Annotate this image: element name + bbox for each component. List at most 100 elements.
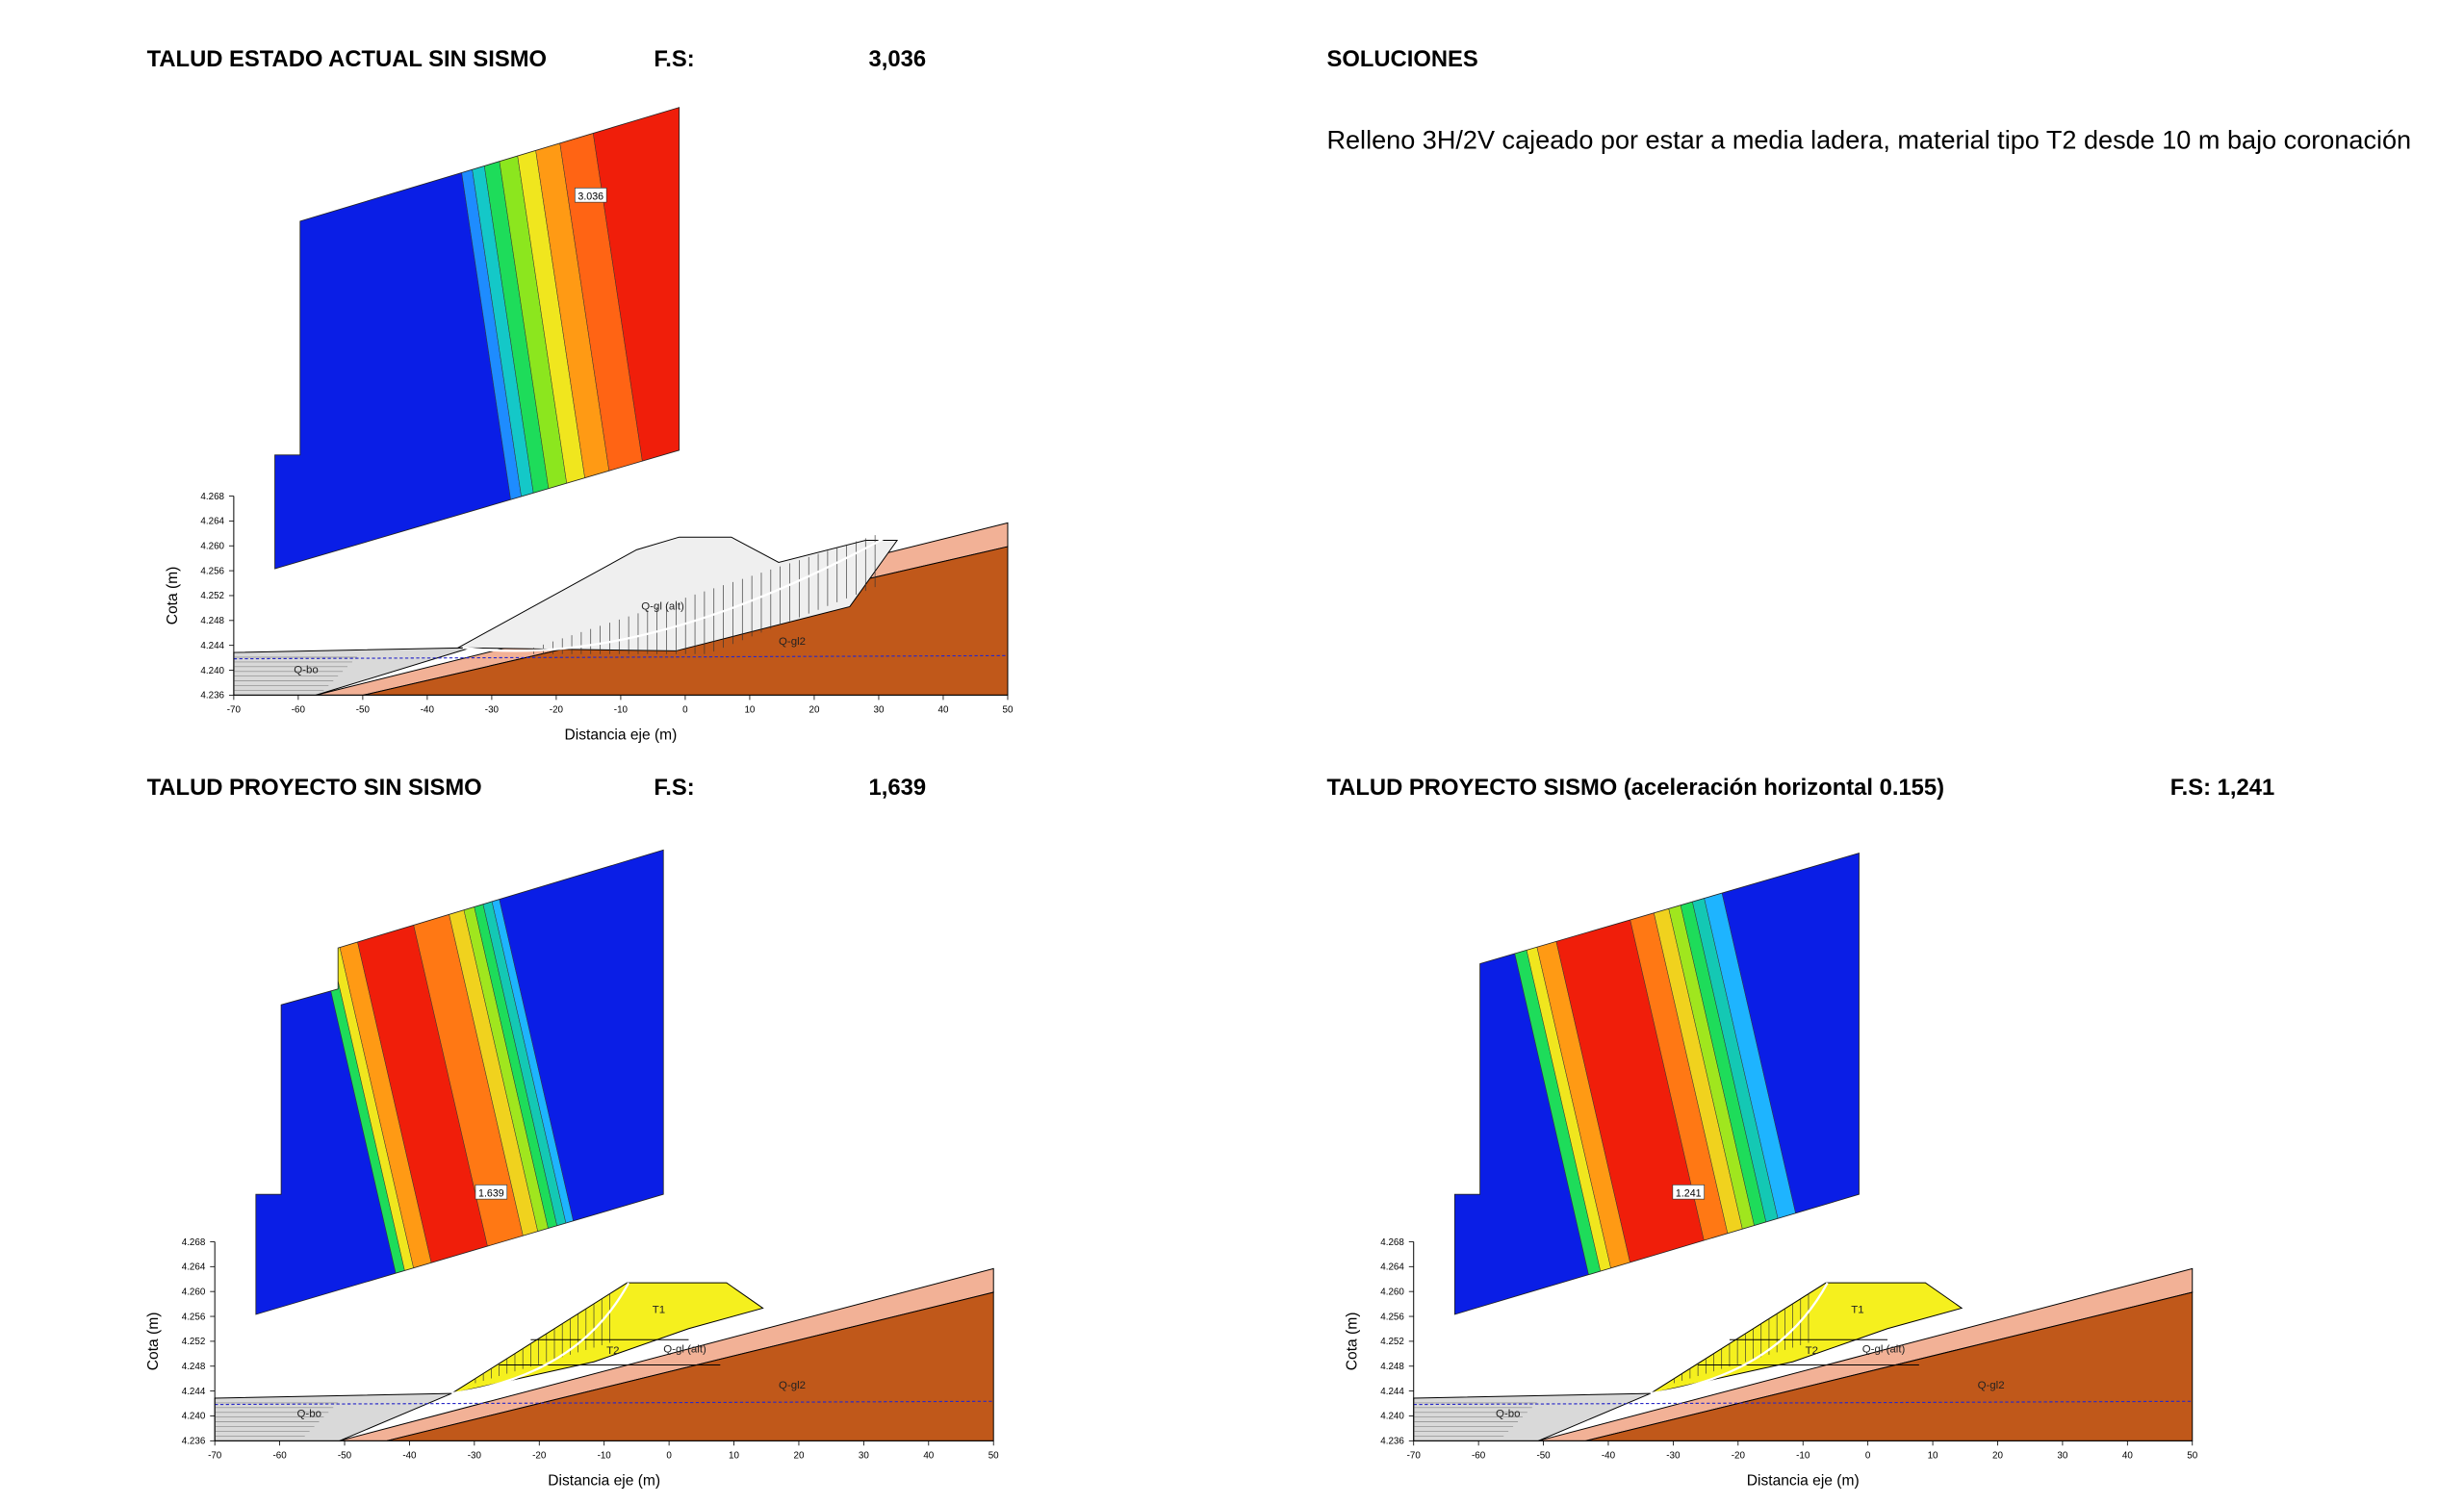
contour-plot	[255, 850, 664, 1314]
embankment	[1650, 1282, 1964, 1394]
slip-surface	[462, 534, 890, 652]
x-tick-label: -40	[1602, 1450, 1616, 1461]
y-tick-label: 4.252	[200, 591, 224, 601]
contour-band	[472, 107, 565, 570]
contour-band	[487, 107, 583, 570]
fs-tag: 3.036	[578, 191, 603, 203]
y-tick-label: 4.268	[1380, 1237, 1404, 1248]
contour-band	[1454, 853, 1604, 1314]
contour-band	[274, 107, 526, 570]
contour-band	[1499, 853, 1628, 1314]
y-axis-label: Cota (m)	[1345, 1313, 1361, 1371]
layer-label: Q-bo	[294, 664, 318, 676]
y-tick-label: 4.244	[200, 641, 224, 651]
y-tick-label: 4.240	[1380, 1412, 1404, 1422]
contour-band	[1707, 853, 1860, 1314]
layer-label: T1	[653, 1304, 665, 1315]
contour-band	[429, 850, 563, 1314]
x-tick-label: -20	[550, 704, 564, 715]
y-tick-label: 4.260	[200, 542, 224, 552]
y-tick-label: 4.244	[182, 1387, 206, 1397]
contour-band	[448, 107, 536, 570]
y-tick-label: 4.264	[200, 517, 224, 527]
contour-band	[1650, 853, 1781, 1314]
y-tick-label: 4.268	[200, 492, 224, 502]
y-tick-label: 4.264	[182, 1262, 206, 1273]
y-tick-label: 4.256	[200, 566, 224, 576]
fs-label: F.S:	[654, 46, 694, 72]
x-tick-label: 40	[2122, 1450, 2133, 1461]
y-tick-label: 4.260	[182, 1287, 206, 1297]
x-tick-label: 30	[873, 704, 884, 715]
x-tick-label: -70	[208, 1450, 222, 1461]
layer-label: T2	[606, 1345, 619, 1357]
contour-band	[712, 86, 804, 591]
contour-band	[459, 107, 549, 570]
fs-tag-box	[575, 188, 607, 203]
x-tick-label: -10	[1796, 1450, 1810, 1461]
contour-band	[526, 107, 628, 570]
x-tick-label: 20	[1992, 1450, 2003, 1461]
contour-band	[1509, 853, 1648, 1314]
contour-band	[1634, 853, 1768, 1314]
contour-band	[312, 850, 449, 1314]
cross-section: T1 T2 Q-gl (alt) Q-gl2 Q-bo	[214, 1267, 994, 1441]
cross-section: Q-gl (alt) Q-gl2 Q-bo	[233, 522, 1009, 696]
x-tick-label: 50	[1003, 704, 1014, 715]
x-tick-label: -60	[1472, 1450, 1486, 1461]
contour-band	[445, 850, 574, 1314]
y-tick-label: 4.236	[1380, 1437, 1404, 1447]
contour-band	[456, 850, 583, 1314]
layer-label: Q-gl (alt)	[1862, 1343, 1906, 1355]
section-title: SOLUCIONES	[1326, 46, 1477, 72]
x-axis-label: Distancia eje (m)	[1747, 1472, 1860, 1489]
embankment	[456, 536, 899, 651]
fs-tag: 1.639	[478, 1188, 504, 1200]
layer-label: Q-gl2	[779, 636, 806, 648]
fs-tag-box	[475, 1185, 508, 1200]
x-tick-label: 10	[744, 704, 755, 715]
section-title: TALUD PROYECTO SIN SISMO	[147, 775, 482, 801]
x-tick-label: -50	[338, 1450, 352, 1461]
x-tick-label: 10	[729, 1450, 739, 1461]
x-tick-label: 20	[808, 704, 819, 715]
embankment	[451, 1282, 764, 1394]
x-tick-label: -30	[1666, 1450, 1681, 1461]
x-tick-label: -10	[614, 704, 629, 715]
x-tick-label: 0	[666, 1450, 672, 1461]
fs-value: F.S: 1,241	[2170, 775, 2274, 801]
x-axis-label: Distancia eje (m)	[548, 1472, 660, 1489]
layer-label: Q-gl (alt)	[641, 601, 684, 613]
contour-band	[255, 850, 411, 1314]
fs-tag-box	[1672, 1185, 1705, 1200]
fs-value: 3,036	[869, 46, 927, 72]
contour-band	[483, 850, 664, 1314]
layer-label: Q-gl (alt)	[663, 1343, 706, 1355]
x-tick-label: 40	[923, 1450, 934, 1461]
x-tick-label: -40	[421, 704, 435, 715]
layer-label: T1	[1851, 1304, 1863, 1315]
y-tick-label: 4.268	[182, 1237, 206, 1248]
fs-tag: 1.241	[1676, 1188, 1702, 1200]
x-tick-label: -20	[1732, 1450, 1746, 1461]
y-tick-label: 4.252	[182, 1337, 206, 1347]
contour-band	[585, 107, 680, 570]
contour-band	[693, 86, 787, 591]
x-tick-label: 40	[937, 704, 948, 715]
contour-band	[391, 850, 547, 1314]
figure: 1.241 T1 T2 Q-gl (alt) Q-gl2 Q-bo 4.268 4.264 4.…	[1345, 853, 2198, 1489]
fs-value: 1,639	[869, 775, 927, 801]
x-tick-label: -10	[598, 1450, 612, 1461]
y-tick-label: 4.264	[1380, 1262, 1404, 1273]
solution-text: Relleno 3H/2V cajeado por estar a media …	[1326, 124, 2411, 154]
x-tick-label: 0	[682, 704, 688, 715]
contour-band	[506, 107, 603, 570]
x-tick-label: 30	[2057, 1450, 2067, 1461]
figure: 1.639 T1 T2 Q-gl (alt) Q-gl2 Q-bo 4.268 4.264 4.…	[145, 849, 999, 1489]
x-tick-label: 20	[793, 1450, 804, 1461]
layer-label: Q-bo	[1496, 1409, 1520, 1420]
contour-band	[1609, 853, 1752, 1314]
contour-plot	[1454, 853, 1860, 1314]
